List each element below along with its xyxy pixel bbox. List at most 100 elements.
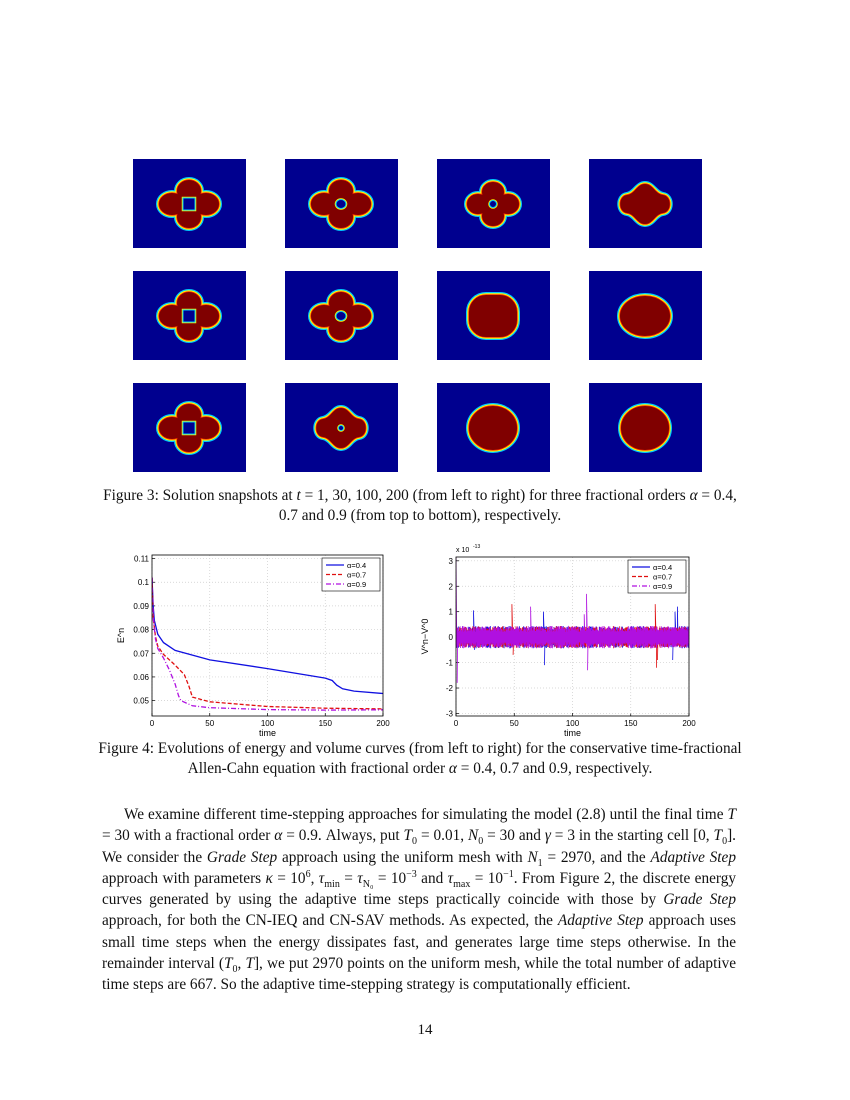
body-paragraph: We examine different time-stepping appro… <box>102 804 736 996</box>
text-segment: We examine different time-stepping appro… <box>124 806 728 823</box>
text-segment: 6 <box>305 868 311 880</box>
volume-chart: 0 50 100 150 200 -3 -2 -1 0 1 2 3 time V^n−V^0 x 10 -13… <box>420 544 696 738</box>
x-axis-label: time <box>259 728 276 738</box>
text-segment: max <box>453 878 471 890</box>
y-scale-label: x 10 <box>456 547 469 554</box>
text-segment: τ <box>318 869 325 887</box>
y-axis-label: E^n <box>116 628 126 643</box>
text-segment: Grade Step <box>206 848 278 866</box>
text-segment: . From Figure 2, the discrete energy cur… <box>102 869 736 909</box>
legend-label: α=0.9 <box>347 580 366 589</box>
y-scale-exponent: -13 <box>473 544 480 550</box>
x-tick-label: 50 <box>510 719 519 728</box>
text-segment: approach using the uniform mesh with <box>277 848 528 866</box>
text-segment: ]. We consider the <box>102 827 736 866</box>
text-segment: 0 <box>722 836 728 848</box>
y-tick-label: 0.06 <box>133 673 149 682</box>
text-segment: 0 <box>412 836 418 848</box>
text-segment: T <box>713 827 723 845</box>
text-segment: = 10 <box>272 869 306 887</box>
text-segment: Figure 3: Solution snapshots at <box>103 487 297 504</box>
x-tick-label: 150 <box>319 719 333 728</box>
series-line <box>152 577 383 710</box>
text-segment: N <box>467 827 479 845</box>
y-tick-label: 0.09 <box>133 602 149 611</box>
x-tick-label: 150 <box>624 719 638 728</box>
text-segment: = 1, 30, 100, 200 (from left to right) f… <box>300 487 690 504</box>
text-segment: , <box>310 869 319 887</box>
text-segment: N₀ <box>362 878 374 890</box>
text-segment: N <box>527 848 538 866</box>
text-segment: T <box>245 955 254 973</box>
solution-snapshot <box>133 271 246 360</box>
y-tick-label: -2 <box>446 684 454 693</box>
x-tick-label: 100 <box>566 719 580 728</box>
x-tick-label: 200 <box>682 719 696 728</box>
text-segment: and <box>416 869 448 887</box>
text-segment: , <box>237 955 246 973</box>
text-segment: = 30 and <box>483 827 545 845</box>
x-tick-label: 100 <box>261 719 275 728</box>
y-tick-label: 0.05 <box>133 697 149 706</box>
y-tick-label: 2 <box>449 582 454 591</box>
y-tick-label: 0.11 <box>134 555 150 564</box>
solution-snapshot <box>133 383 246 472</box>
text-segment: = 10 <box>470 869 504 887</box>
y-axis-label: V^n−V^0 <box>420 619 430 655</box>
text-segment: = 0.4, 0.7 and 0.9, respectively. <box>456 760 653 777</box>
solution-snapshot <box>589 271 702 360</box>
text-segment: τ <box>357 869 363 887</box>
text-segment: Adaptive Step <box>557 912 644 930</box>
text-segment: T <box>403 827 413 845</box>
series-line <box>152 577 383 695</box>
legend-label: α=0.9 <box>653 582 672 591</box>
solution-snapshot <box>285 271 398 360</box>
text-segment: = 0.4, 0.7 and 0.9 (from top to bottom),… <box>278 487 737 524</box>
y-tick-label: 0.07 <box>133 649 149 658</box>
y-tick-label: 3 <box>449 557 454 566</box>
legend-label: α=0.7 <box>653 573 672 582</box>
legend <box>627 559 687 594</box>
text-segment: α <box>448 760 457 777</box>
legend-label: α=0.7 <box>347 571 366 580</box>
y-tick-label: 0 <box>449 633 454 642</box>
text-segment: −1 <box>503 868 514 880</box>
y-tick-label: -3 <box>446 709 454 718</box>
solution-snapshot <box>589 383 702 472</box>
text-segment: T <box>727 806 736 823</box>
energy-chart: 0 50 100 150 200 0.05 0.06 0.07 0.08 0.09 0.1 0.11 t… <box>116 555 390 738</box>
text-segment: = 0.9. Always, put <box>282 827 404 845</box>
solution-snapshot <box>437 159 550 248</box>
text-segment: 0 <box>232 964 238 976</box>
text-segment: 0 <box>478 836 484 848</box>
text-segment: γ <box>544 827 551 845</box>
x-tick-label: 200 <box>376 719 390 728</box>
text-segment: α <box>689 487 698 504</box>
text-segment: approach, for both the CN-IEQ and CN-SAV… <box>102 912 558 930</box>
text-segment: ], we put 2970 points on the uniform mes… <box>102 955 737 994</box>
figure-4-caption: Figure 4: Evolutions of energy and volum… <box>95 739 745 779</box>
text-segment: Adaptive Step <box>650 848 736 866</box>
x-tick-label: 0 <box>454 719 459 728</box>
solution-snapshot <box>437 271 550 360</box>
text-segment: τ <box>447 869 454 887</box>
text-segment: α <box>274 827 283 845</box>
series-line <box>152 577 383 711</box>
text-segment: Figure 4: Evolutions of energy and volum… <box>98 740 742 777</box>
legend-label: α=0.4 <box>653 563 672 572</box>
text-segment: min <box>324 878 340 890</box>
text-segment: t <box>296 487 301 504</box>
legend-label: α=0.4 <box>347 561 366 570</box>
page-number: 14 <box>417 1022 433 1038</box>
text-segment: −3 <box>406 868 417 880</box>
text-segment: approach with parameters <box>102 869 266 887</box>
text-segment: = 0.01, <box>417 827 468 845</box>
text-segment: = 3 in the starting cell [0, <box>550 827 714 845</box>
text-segment: = <box>339 869 358 887</box>
figure-3-caption: Figure 3: Solution snapshots at t = 1, 3… <box>95 486 745 526</box>
y-tick-label: -1 <box>446 659 454 668</box>
text-segment: 1 <box>537 857 543 869</box>
text-segment: T <box>224 955 233 973</box>
legend <box>321 557 381 592</box>
x-tick-label: 50 <box>205 719 214 728</box>
